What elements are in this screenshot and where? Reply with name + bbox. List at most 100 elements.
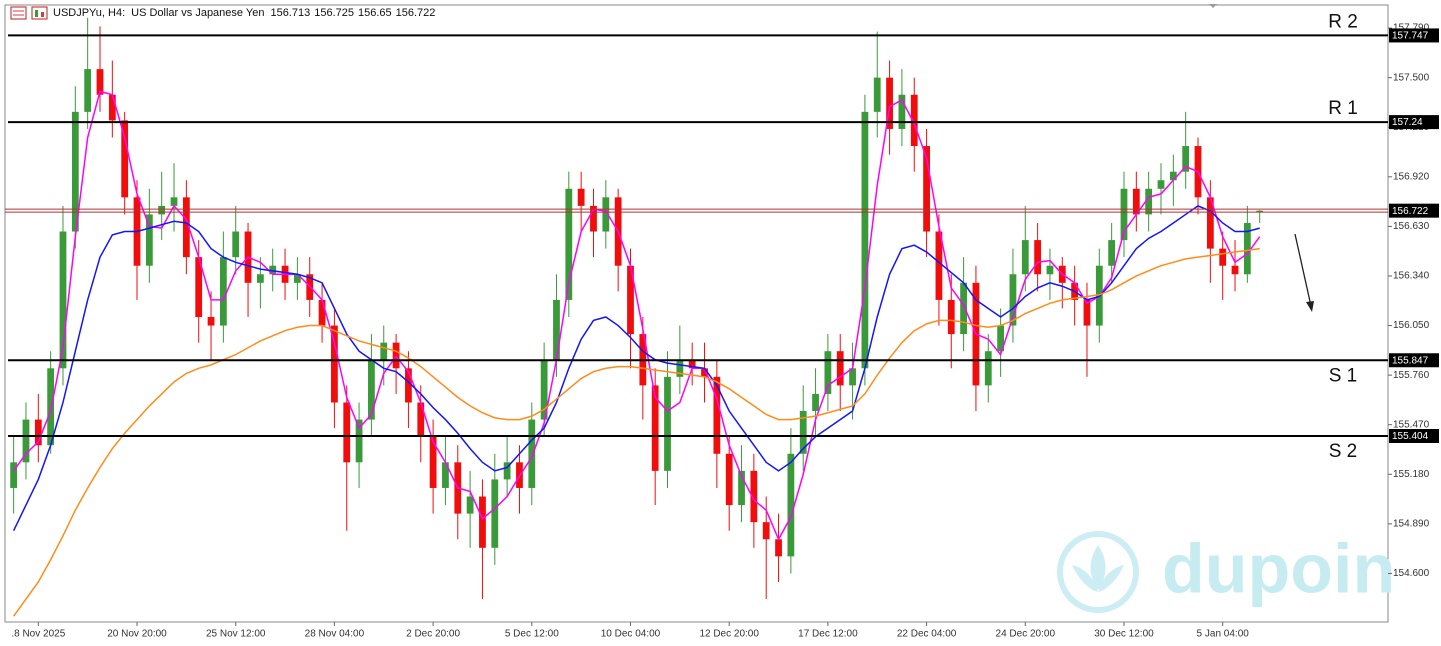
candle-body xyxy=(627,265,634,335)
level-box xyxy=(1389,428,1439,443)
level-value: 155.847 xyxy=(1392,355,1429,366)
candle-body xyxy=(1021,240,1029,275)
header: USDJPYu, H4: US Dollar vs Japanese Yen 156… xyxy=(53,7,435,19)
y-tick-label: 155.470 xyxy=(1393,419,1430,430)
candle-body xyxy=(935,231,943,300)
candle-body xyxy=(503,462,511,480)
candle-body xyxy=(22,419,30,463)
plot-layer: 157.790157.500157.210156.920156.630156.3… xyxy=(5,11,1439,640)
candle-body xyxy=(812,393,819,412)
y-tick-label: 157.500 xyxy=(1393,72,1430,83)
candle-body xyxy=(108,94,116,121)
arrow xyxy=(1294,233,1314,312)
candle-body xyxy=(602,197,610,232)
candle-body xyxy=(553,299,560,360)
y-tick-label: 156.340 xyxy=(1393,271,1430,282)
level-label: R 2 xyxy=(1328,11,1358,32)
ohlc-low: 156.65 xyxy=(358,7,392,19)
icon-bar xyxy=(41,12,44,17)
candle-body xyxy=(170,197,178,206)
y-tick-label: 157.790 xyxy=(1393,23,1430,34)
candle-body xyxy=(775,539,782,557)
y-tick-label: 155.180 xyxy=(1393,469,1430,480)
icon xyxy=(10,6,27,20)
arrow-head xyxy=(1306,301,1314,312)
candle-body xyxy=(664,376,671,471)
candle-body xyxy=(701,368,708,377)
watermark-logo xyxy=(1057,531,1139,613)
logo-leaf xyxy=(1072,565,1098,592)
candle-body xyxy=(293,274,301,283)
level-box xyxy=(1389,353,1439,368)
candle-body xyxy=(232,231,240,258)
candle-body xyxy=(725,453,733,506)
x-tick-label: 20 Nov 20:00 xyxy=(107,629,167,640)
x-tick-label: .8 Nov 2025 xyxy=(11,629,65,640)
x-tick-label: 5 Jan 04:00 xyxy=(1197,629,1250,640)
x-tick-label: 5 Dec 12:00 xyxy=(505,629,559,640)
candle-body xyxy=(1231,265,1239,275)
candle-body xyxy=(590,205,597,232)
candle-body xyxy=(10,462,18,488)
plot-frame xyxy=(4,4,1389,623)
candle-body xyxy=(429,436,437,488)
level-value: 155.404 xyxy=(1392,431,1429,442)
symbol: USDJPYu, H4: xyxy=(53,7,125,19)
candle-body xyxy=(355,419,363,463)
candle-body xyxy=(651,385,659,471)
x-tick-label: 22 Dec 04:00 xyxy=(897,629,957,640)
candle-body xyxy=(849,368,856,386)
candle-body xyxy=(960,282,967,335)
y-tick-label: 156.630 xyxy=(1393,221,1430,232)
candle-body xyxy=(121,120,129,198)
candle-body xyxy=(331,325,338,403)
candle-body xyxy=(1108,240,1116,266)
candle-body xyxy=(1034,240,1042,275)
candle-body xyxy=(343,402,351,463)
y-tick-label: 156.050 xyxy=(1393,320,1430,331)
candle-body xyxy=(713,376,721,454)
candle-body xyxy=(799,411,807,454)
logo-leaf xyxy=(1098,565,1124,592)
candle-body xyxy=(145,214,153,266)
ohlc-open: 156.713 xyxy=(270,7,310,19)
level-label: S 1 xyxy=(1329,365,1358,386)
candle-body xyxy=(886,77,893,129)
icon xyxy=(31,6,48,20)
candle-body xyxy=(1182,146,1190,172)
level-label: R 1 xyxy=(1328,98,1358,119)
candle-body xyxy=(59,231,67,369)
candle-body xyxy=(1219,248,1227,266)
candle-body xyxy=(1243,222,1251,275)
moving-average xyxy=(12,205,1260,532)
candle-body xyxy=(762,522,770,540)
candle-body xyxy=(923,146,930,232)
candle-body xyxy=(96,69,104,95)
price-value: 156.722 xyxy=(1392,206,1429,217)
icon-bar xyxy=(35,10,38,17)
candle-body xyxy=(997,325,1005,352)
description: US Dollar vs Japanese Yen xyxy=(131,7,264,19)
x-tick-label: 17 Dec 12:00 xyxy=(798,629,858,640)
candle-body xyxy=(195,257,203,318)
y-tick-label: 155.760 xyxy=(1393,370,1430,381)
candle-body xyxy=(380,342,388,360)
candle-body xyxy=(34,419,42,446)
candle-body xyxy=(1169,171,1177,181)
candle-body xyxy=(577,188,585,206)
candle-body xyxy=(219,257,227,326)
candle-body xyxy=(1157,180,1165,189)
candle-body xyxy=(1009,274,1017,326)
candle-body xyxy=(540,359,548,420)
candle-body xyxy=(836,351,844,386)
candle-body xyxy=(1132,188,1140,215)
x-tick-label: 25 Nov 12:00 xyxy=(206,629,266,640)
ohlc-high: 156.725 xyxy=(314,7,354,19)
candle-body xyxy=(947,299,955,335)
candle-body xyxy=(738,470,745,506)
candle-body xyxy=(1120,188,1128,241)
candle-body xyxy=(898,94,906,129)
level-box xyxy=(1389,115,1439,130)
